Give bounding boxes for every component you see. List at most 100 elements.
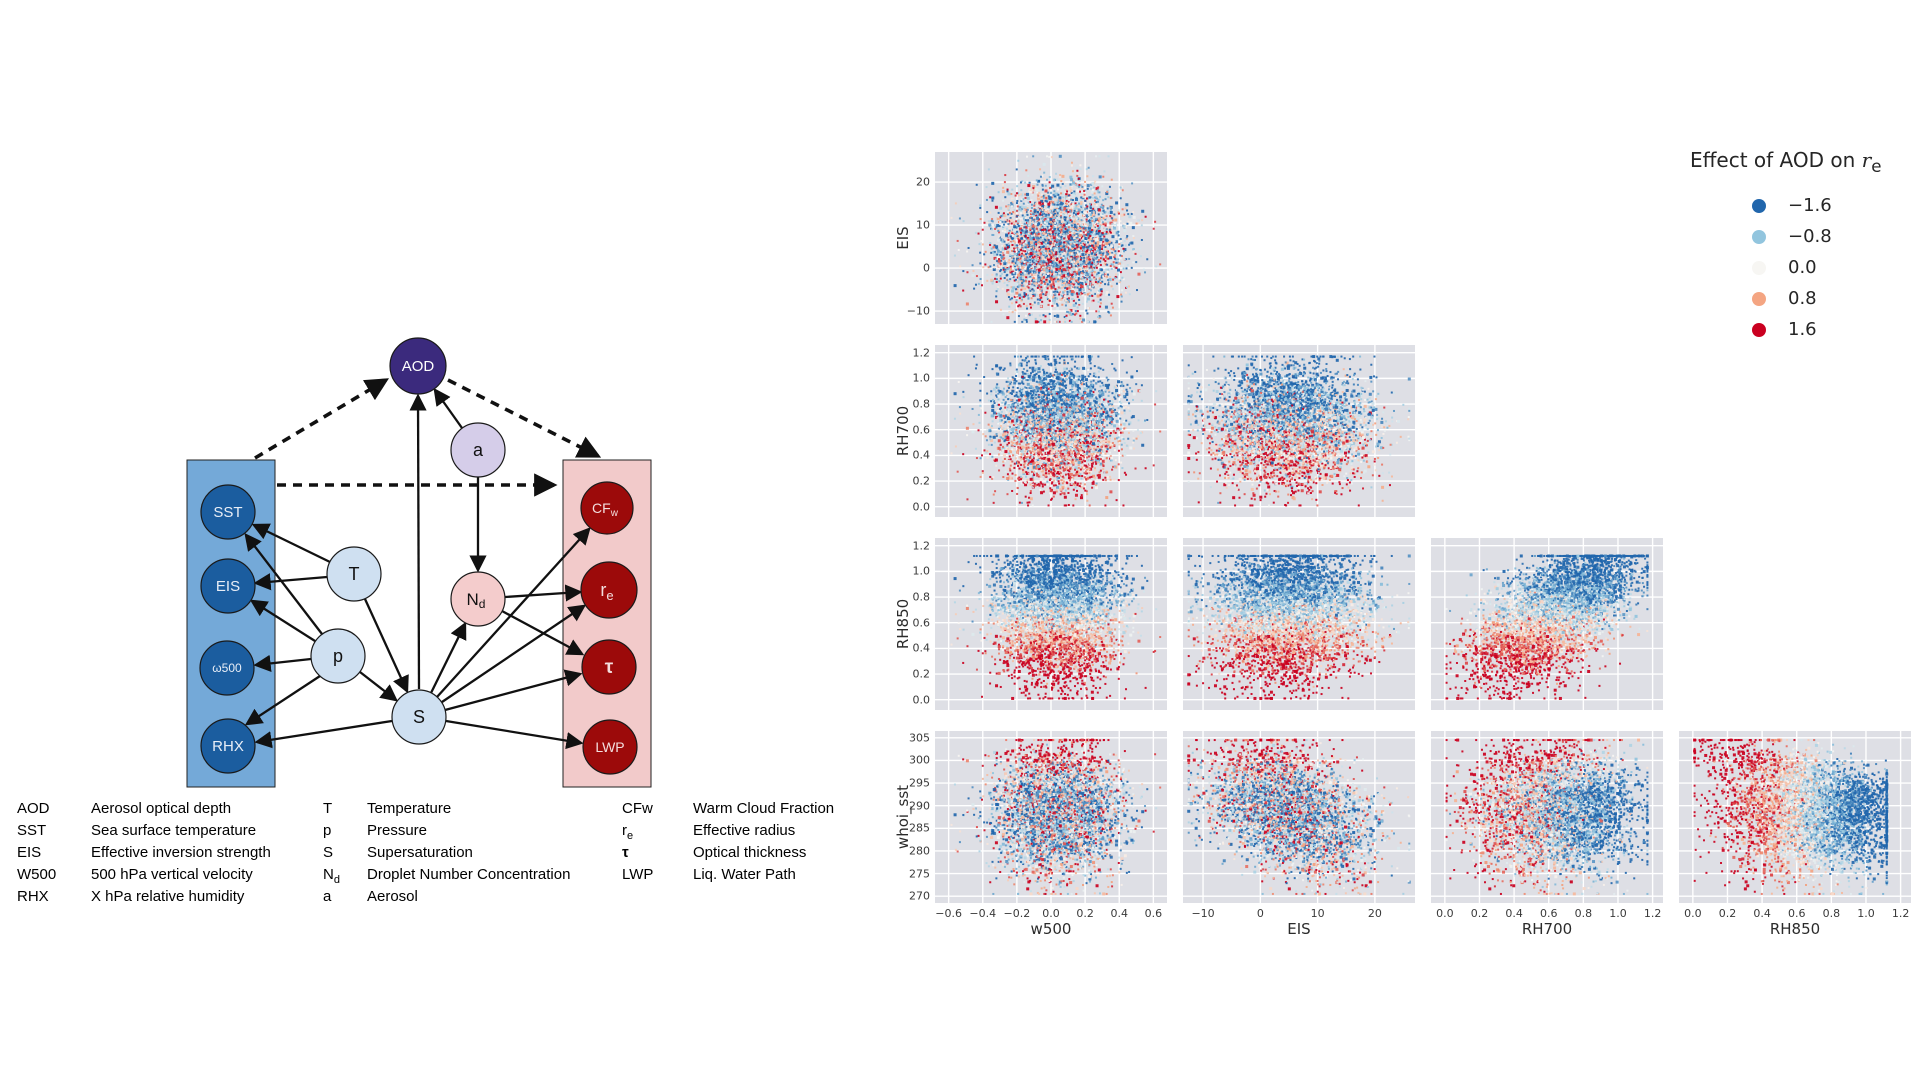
glossary-desc: X hPa relative humidity [91,888,245,905]
causal-arrow [429,621,467,694]
legend-label: −0.8 [1788,226,1832,247]
y-tick-label: 280 [909,844,930,858]
x-tick-label: −0.6 [935,907,962,920]
scatter-panel-whoi_sst-vs-EIS [1183,731,1415,903]
node-label-RHX: RHX [212,738,244,755]
node-label-EIS: EIS [216,578,240,595]
y-tick-label: −10 [906,304,930,318]
x-axis-label-EIS: EIS [1287,920,1311,938]
x-tick-label: 0.2 [1718,907,1737,920]
causal-arrow [249,599,316,642]
y-tick-label: 295 [909,776,930,790]
scatter-canvas [935,538,1167,710]
glossary-abbr: a [323,888,332,905]
node-label-SST: SST [213,504,242,521]
scatter-canvas [1431,731,1663,903]
scatter-canvas [1431,538,1663,710]
scatter-canvas [935,731,1167,903]
x-tick-label: 0.0 [1436,907,1454,920]
glossary-desc: Optical thickness [693,844,807,861]
y-tick-label: 0.4 [912,448,931,462]
x-tick-label: 0.4 [1505,907,1523,920]
node-label-Nd: Nd [467,590,486,612]
node-label-CFw: CFw [592,500,619,519]
y-tick-label: 0.0 [912,693,931,707]
node-EIS [200,558,256,614]
effect-legend-title: Effect of AOD on re [1690,148,1882,176]
legend-entry: 1.6 [1690,314,1881,345]
glossary-abbr: p [323,822,332,839]
node-w500 [199,640,255,696]
x-axis-label-w500: w500 [1030,920,1072,938]
legend-dot [1752,198,1766,213]
glossary-abbr: EIS [17,844,42,861]
glossary-abbr: Nd [323,866,340,886]
glossary-abbr: S [323,844,334,861]
scatter-canvas [1183,731,1415,903]
y-tick-label: 1.0 [912,564,931,578]
legend-entry: −1.6 [1690,190,1881,221]
glossary-abbr: CFw [622,800,653,817]
x-tick-label: 20 [1367,907,1382,920]
glossary-abbr: SST [17,822,47,839]
legend-label: 1.6 [1788,319,1817,340]
x-axis-label-RH850: RH850 [1769,920,1821,938]
causal-arrow [244,675,321,726]
scatter-canvas [935,152,1167,324]
scatter-panel-whoi_sst-vs-RH850 [1679,731,1911,903]
glossary-desc: Warm Cloud Fraction [693,800,835,817]
node-label-p: p [333,646,343,666]
y-tick-label: 0.6 [912,616,931,630]
causal-arrow [363,598,409,694]
causal-arrow [254,719,393,749]
y-tick-label: 300 [909,753,930,767]
node-label-LWP: LWP [595,739,624,755]
glossary-desc: Effective inversion strength [91,844,271,861]
x-tick-label: 0.6 [1539,907,1558,920]
x-tick-label: 0.6 [1144,907,1163,920]
causal-arrow [504,584,583,602]
causal-arrow [409,393,427,690]
scatter-panel-EIS-vs-w500 [935,152,1167,324]
glossary-abbr: τ [622,844,629,861]
node-a [450,422,506,478]
node-LWP [582,719,638,775]
node-re [580,561,638,619]
legend-entry: 0.0 [1690,252,1881,283]
node-T [326,546,382,602]
x-tick-label: −0.4 [969,907,997,920]
glossary-abbr: RHX [17,888,49,905]
legend-label: −1.6 [1788,195,1832,216]
legend-entry: 0.8 [1690,283,1881,314]
dashed-arrow [447,378,602,458]
node-label-re: re [600,580,613,603]
scatter-panel-RH850-vs-EIS [1183,538,1415,710]
node-label-AOD: AOD [402,358,435,375]
node-CFw [580,481,634,535]
scatter-panel-RH700-vs-EIS [1183,345,1415,517]
x-tick-label: −0.2 [1003,907,1031,920]
causal-diagram: AOD a SST EIS ω500 RHX Tp S Nd CFw re τ LWP [186,337,652,788]
legend-dot [1752,291,1766,306]
y-tick-label: 0.4 [912,641,931,655]
y-tick-label: 0.2 [912,474,931,488]
node-label-a: a [473,440,484,460]
node-AOD [389,337,447,395]
causal-arrow [441,604,587,703]
y-tick-label: 0 [923,261,930,275]
glossary-desc: Supersaturation [367,844,473,861]
causal-arrow [253,654,312,672]
legend-dot [1752,260,1766,275]
y-tick-label: 290 [909,799,930,813]
dashed-arrow [254,378,390,460]
x-tick-label: 0.2 [1076,907,1094,920]
x-tick-label: 0.2 [1470,907,1489,920]
scatter-canvas [1679,731,1911,903]
x-tick-label: 0.0 [1684,907,1702,920]
causal-arrow [445,719,584,750]
glossary-desc: Droplet Number Concentration [367,866,571,883]
scatter-canvas [1183,538,1415,710]
y-tick-label: 1.2 [912,539,931,553]
y-tick-label: 0.8 [912,590,931,604]
